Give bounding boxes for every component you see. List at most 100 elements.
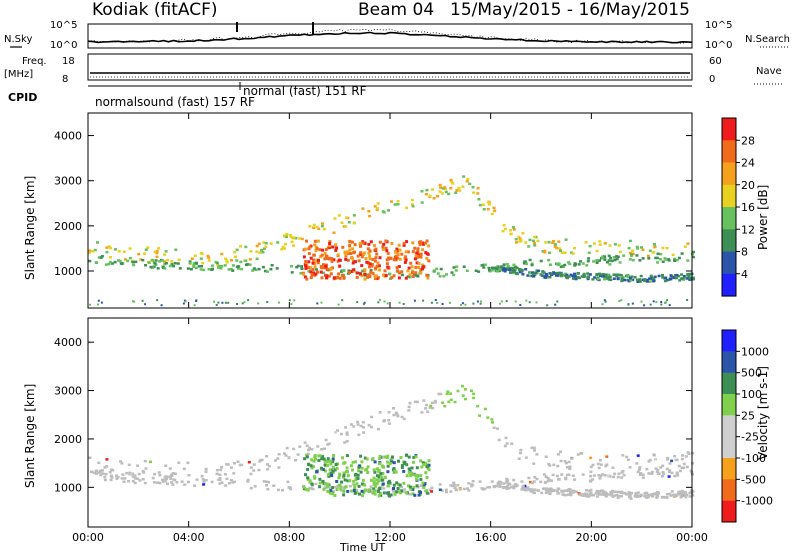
power-cell: [514, 300, 517, 303]
power-cell: [618, 250, 622, 254]
velocity-cell: [97, 471, 101, 474]
x-tick-label: 04:00: [173, 531, 205, 544]
power-cell: [404, 250, 408, 254]
velocity-cell: [331, 469, 335, 473]
velocity-cell: [396, 414, 400, 418]
power-cell: [647, 257, 651, 260]
power-cell: [656, 261, 660, 264]
velocity-cell: [429, 404, 433, 408]
power-cell: [382, 242, 386, 246]
velocity-cell: [471, 480, 475, 483]
velocity-cell: [688, 491, 692, 495]
power-cell: [438, 183, 442, 187]
power-cell: [607, 259, 611, 262]
velocity-cell: [407, 470, 411, 474]
power-ylabel: Slant Range [km]: [23, 176, 37, 280]
power-cell: [369, 268, 373, 272]
velocity-cell: [498, 485, 502, 488]
power-cell: [189, 268, 193, 271]
velocity-cell: [105, 465, 109, 468]
power-cell: [341, 245, 345, 249]
power-cell: [598, 240, 602, 243]
power-cell: [264, 242, 268, 245]
power-cell: [657, 274, 661, 278]
velocity-cell: [302, 485, 306, 489]
power-cell: [149, 265, 153, 269]
power-cell: [373, 266, 377, 270]
velocity-cell: [115, 474, 119, 477]
velocity-cell: [378, 457, 382, 460]
velocity-cell: [267, 480, 270, 484]
velocity-cell: [528, 480, 532, 484]
colorbar-tick-label: 4: [741, 268, 748, 281]
power-cell: [558, 247, 562, 250]
colorbar-swatch: [722, 458, 736, 480]
velocity-cell: [675, 471, 679, 474]
power-cell: [132, 263, 136, 267]
power-cell: [554, 303, 557, 306]
velocity-cell: [136, 477, 140, 480]
power-cell: [336, 253, 340, 257]
velocity-cell: [542, 473, 546, 476]
power-cell: [373, 259, 377, 263]
power-cell: [465, 269, 469, 272]
power-cell: [653, 245, 657, 249]
velocity-cell: [592, 474, 596, 477]
power-cell: [552, 271, 556, 275]
velocity-cell: [386, 460, 390, 464]
power-cell: [601, 273, 605, 276]
velocity-cell: [103, 466, 107, 469]
velocity-cell: [370, 415, 374, 419]
power-cell: [571, 252, 575, 255]
power-cell: [465, 180, 469, 183]
power-cell: [679, 277, 683, 280]
velocity-cell: [321, 479, 325, 483]
power-cell: [608, 275, 612, 279]
power-cell: [650, 276, 654, 279]
power-cell: [653, 275, 657, 279]
power-cell: [528, 301, 531, 304]
power-cell: [548, 272, 552, 275]
velocity-cell: [412, 485, 416, 489]
velocity-cell: [681, 454, 684, 457]
power-cell: [128, 247, 132, 250]
power-cell: [482, 263, 486, 267]
power-cell: [307, 260, 311, 264]
velocity-cell: [492, 426, 496, 429]
colorbar-frame: [721, 329, 737, 523]
power-cell: [411, 274, 415, 278]
velocity-cell: [379, 475, 383, 479]
power-cell: [190, 257, 194, 260]
power-cell: [262, 247, 266, 250]
velocity-cell: [668, 462, 672, 465]
velocity-cell: [357, 484, 361, 488]
power-cell: [155, 251, 159, 255]
power-cell: [483, 263, 487, 266]
colorbar-swatch: [722, 479, 736, 502]
velocity-cell: [218, 476, 222, 480]
velocity-cell: [127, 480, 131, 483]
power-cell: [392, 274, 396, 278]
power-cell: [477, 270, 481, 273]
power-cell: [518, 270, 522, 274]
velocity-cell: [490, 418, 494, 421]
power-cell: [375, 252, 379, 256]
power-cell: [398, 257, 402, 261]
velocity-cell: [372, 468, 376, 472]
power-cell: [333, 217, 337, 220]
power-cell: [344, 225, 348, 228]
velocity-cell: [392, 461, 396, 465]
power-cell: [351, 247, 354, 251]
power-cell: [514, 272, 518, 275]
cpid-program: normal (fast) 151 RF: [243, 84, 367, 98]
power-cell: [519, 239, 523, 242]
velocity-cell: [423, 482, 427, 486]
power-cell: [531, 239, 535, 243]
power-cell: [461, 302, 464, 305]
colorbar-swatch: [722, 330, 736, 352]
power-cell: [518, 237, 522, 240]
power-cell: [426, 276, 430, 280]
velocity-cell: [589, 474, 593, 478]
velocity-cell: [371, 457, 375, 461]
velocity-cell: [236, 460, 240, 463]
